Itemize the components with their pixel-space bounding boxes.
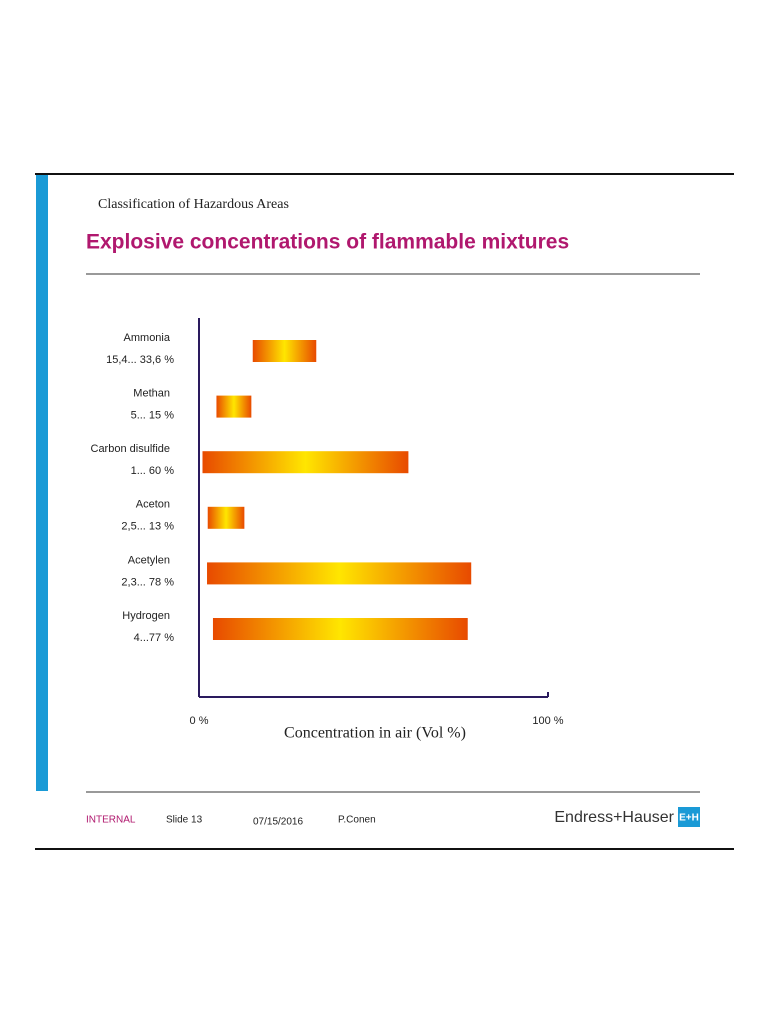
- range-bar: [207, 562, 472, 585]
- range-label: 2,3... 78 %: [121, 576, 174, 588]
- range-label: 5... 15 %: [131, 410, 175, 422]
- category-label: Aceton: [136, 499, 170, 511]
- range-bar: [216, 395, 252, 418]
- category-label: Carbon disulfide: [91, 443, 171, 455]
- logo-text: E+H: [679, 813, 699, 824]
- footer-date: 07/15/2016: [253, 817, 303, 828]
- range-bar: [252, 340, 317, 362]
- range-label: 1... 60 %: [131, 465, 175, 477]
- x-tick-label: 0 %: [190, 715, 209, 727]
- footer-brand: Endress+Hauser: [554, 809, 674, 826]
- x-axis-label: Concentration in air (Vol %): [284, 725, 466, 742]
- footer-author: P.Conen: [338, 815, 376, 826]
- x-tick-label: 100 %: [532, 715, 563, 727]
- range-bar: [212, 618, 468, 640]
- footer-slide: Slide 13: [166, 815, 203, 826]
- category-label: Ammonia: [124, 332, 171, 344]
- category-label: Methan: [133, 388, 170, 400]
- category-label: Acetylen: [128, 554, 170, 566]
- slide-header: Classification of Hazardous Areas: [98, 197, 289, 212]
- category-label: Hydrogen: [122, 610, 170, 622]
- range-label: 15,4... 33,6 %: [106, 354, 174, 366]
- footer-classification: INTERNAL: [86, 815, 136, 826]
- logo-box: [678, 807, 700, 827]
- range-bar: [202, 451, 409, 474]
- range-label: 2,5... 13 %: [121, 521, 174, 533]
- chart-title: Explosive concentrations of flammable mi…: [86, 231, 569, 254]
- side-bar: [36, 175, 48, 791]
- range-bar: [207, 506, 245, 529]
- range-label: 4...77 %: [134, 632, 175, 644]
